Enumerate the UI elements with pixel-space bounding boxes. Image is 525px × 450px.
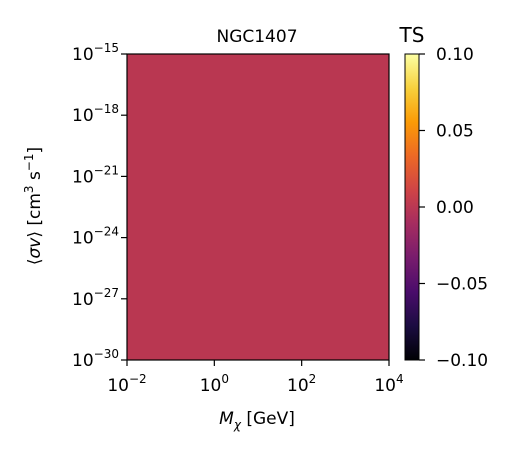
colorbar-tick-label: 0.10 [436, 45, 474, 65]
y-tick-label: 10−15 [72, 41, 119, 65]
x-tick-label: 102 [287, 372, 316, 396]
colorbar-tick-label: 0.05 [436, 122, 474, 142]
y-tick-label: 10−30 [72, 347, 119, 371]
y-tick-label: 10−18 [72, 102, 119, 126]
colorbar-title: TS [399, 23, 425, 47]
heatmap-cell [127, 54, 389, 360]
colorbar-axis: 0.10 0.05 0.00 −0.05 −0.10 [419, 45, 488, 371]
y-tick-label: 10−21 [72, 163, 119, 187]
colorbar-tick-label: −0.10 [436, 351, 488, 371]
x-tick-label: 104 [374, 372, 403, 396]
plot-frame [126, 53, 390, 361]
colorbar [405, 54, 419, 360]
colorbar-tick-label: −0.05 [436, 275, 488, 295]
x-axis-label: Mχ [GeV] [219, 409, 295, 432]
x-tick-label: 100 [200, 372, 229, 396]
y-axis-label: ⟨σv⟩ [cm3 s−1] [22, 147, 45, 265]
y-tick-label: 10−27 [72, 286, 119, 310]
x-tick-label: 10−2 [107, 372, 146, 396]
chart-title: NGC1407 [216, 27, 297, 47]
colorbar-tick-label: 0.00 [436, 198, 474, 218]
y-tick-label: 10−24 [72, 225, 119, 249]
x-axis: 10−2 100 102 104 [107, 360, 404, 396]
y-axis: 10−30 10−27 10−24 10−21 10−18 10−15 [72, 41, 127, 371]
